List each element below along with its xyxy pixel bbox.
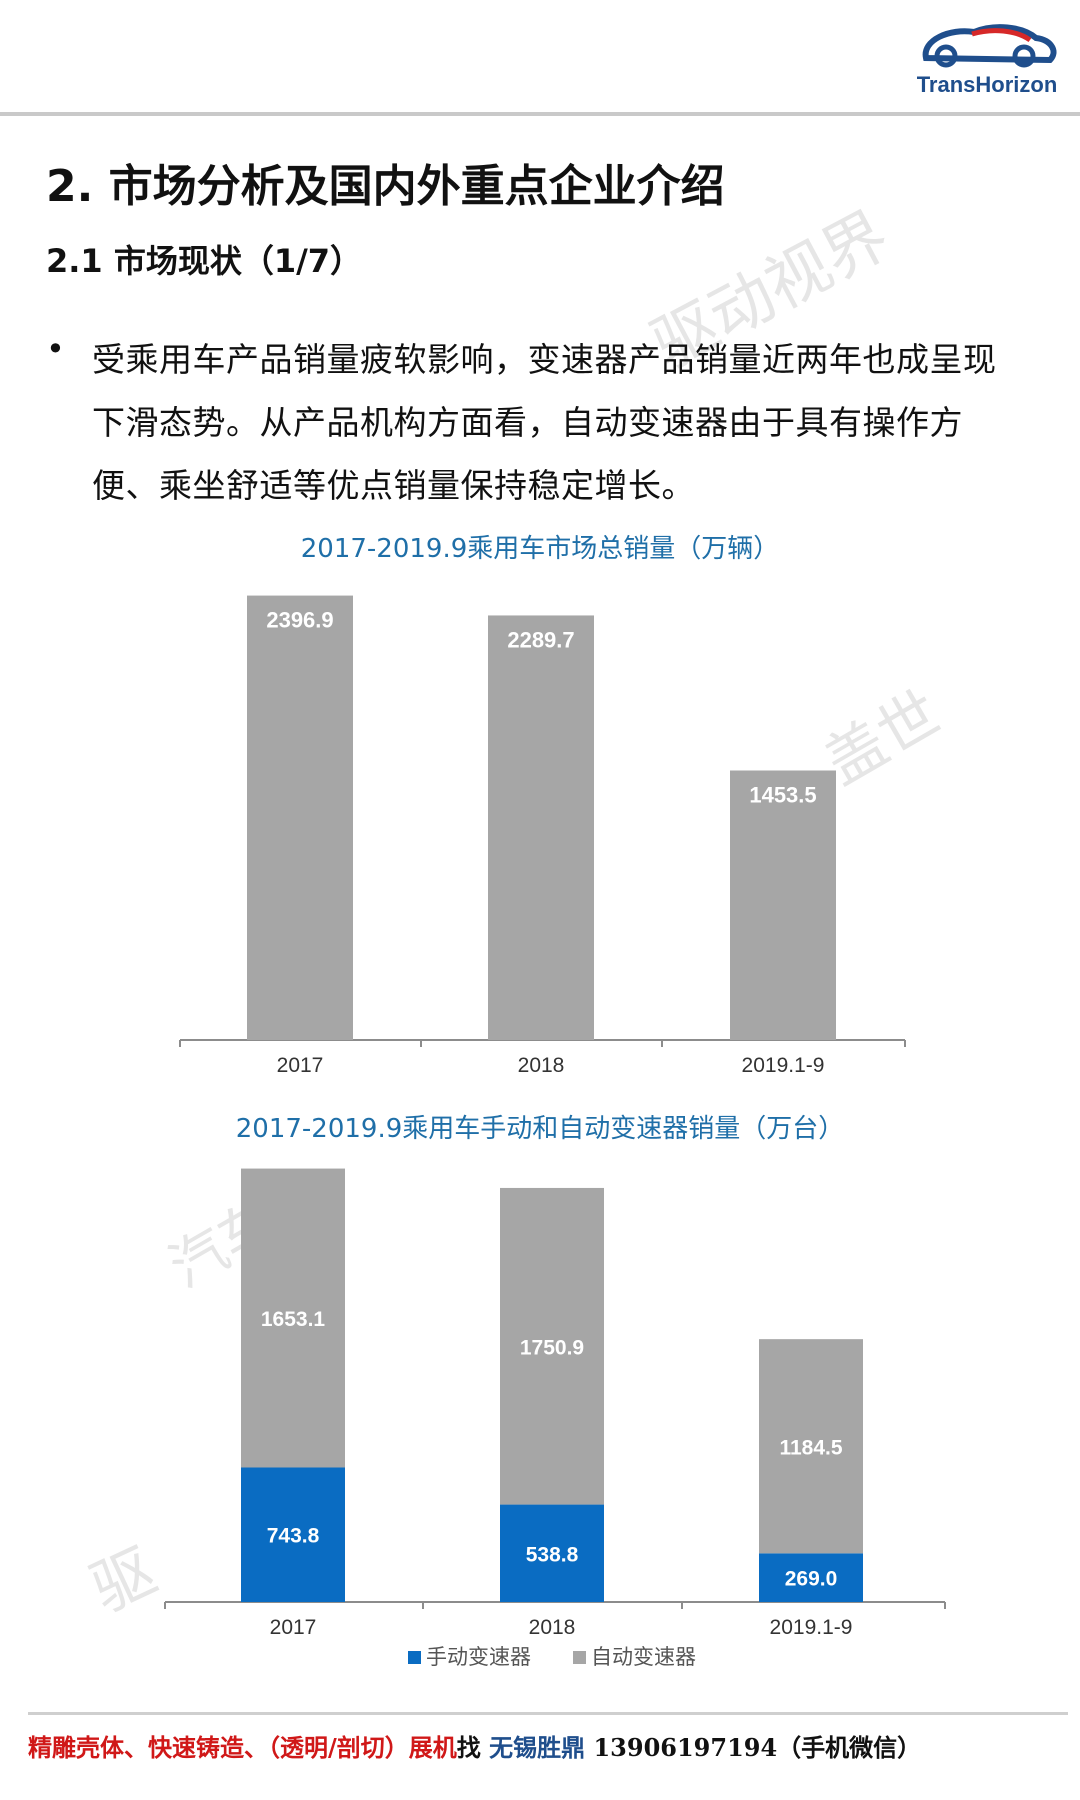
- bullet-marker: •: [46, 330, 65, 368]
- chart2-title: 2017-2019.9乘用车手动和自动变速器销量（万台）: [235, 1114, 845, 1144]
- brand-name: TransHorizon: [916, 72, 1058, 97]
- footer-divider: [28, 1712, 1068, 1715]
- header: TransHorizon: [0, 0, 1080, 116]
- chart2-data-label-auto-2017: 1653.1: [261, 1308, 326, 1331]
- chart2-data-label-manual-2018: 538.8: [526, 1543, 579, 1566]
- chart2-data-label-manual-2017: 743.8: [267, 1525, 320, 1548]
- chart1-total-sales: 2396.9 2017 2289.7 2018 1453.5 2019.1-9: [179, 595, 906, 1077]
- chart2-bar-manual-2019.1-9: [759, 1553, 863, 1602]
- footer-company: 无锡胜鼎: [489, 1733, 586, 1762]
- footer-connector: 找: [456, 1733, 490, 1762]
- chart2-bar-manual-2017: [241, 1467, 345, 1602]
- chart2-legend-label-manual: 手动变速器: [426, 1645, 531, 1669]
- chart2-bar-auto-2017: [241, 1168, 345, 1468]
- footer-services: 精雕壳体、快速铸造、（透明/剖切）展机: [28, 1733, 457, 1762]
- chart2-data-label-auto-2018: 1750.9: [520, 1336, 584, 1359]
- chart1-tick-label-2019.1-9: 2019.1-9: [742, 1054, 825, 1077]
- chart2-legend-swatch-manual: [408, 1651, 421, 1664]
- chart1-tick-label-2018: 2018: [518, 1054, 565, 1077]
- chart2-legend-swatch-auto: [573, 1651, 586, 1664]
- chart2-transmission-sales: 743.8 1653.1 2017 538.8 1750.9 2018 269.0 1184.…: [164, 1168, 946, 1669]
- chart2-bar-auto-2019.1-9: [759, 1339, 863, 1554]
- chart2-data-label-auto-2019.1-9: 1184.5: [779, 1436, 842, 1459]
- chart1-data-label-2018: 2289.7: [507, 627, 574, 652]
- chart1-title: 2017-2019.9乘用车市场总销量（万辆）: [300, 534, 780, 564]
- car-logo-icon: [922, 24, 1057, 68]
- footer-phone: 13906197194（手机微信）: [585, 1733, 922, 1762]
- chart2-tick-label-2019.1-9: 2019.1-9: [770, 1616, 853, 1639]
- chart2-bar-auto-2018: [500, 1187, 604, 1505]
- chart1-bar-2017: [247, 595, 353, 1040]
- chart1-bar-2019.1-9: [730, 770, 836, 1040]
- header-divider: [0, 112, 1080, 116]
- chart2-bar-manual-2018: [500, 1504, 604, 1602]
- chart2-tick-label-2018: 2018: [529, 1616, 576, 1639]
- chart2-legend-label-auto: 自动变速器: [591, 1645, 696, 1669]
- chart1-data-label-2017: 2396.9: [266, 608, 333, 633]
- chart2-data-label-manual-2019.1-9: 269.0: [785, 1568, 838, 1591]
- transhorizon-logo: TransHorizon: [912, 18, 1062, 108]
- page-title: 2. 市场分析及国内外重点企业介绍: [46, 161, 725, 212]
- footer-ad: 精雕壳体、快速铸造、（透明/剖切）展机找 无锡胜鼎 13906197194（手机…: [28, 1728, 1068, 1763]
- section-subtitle: 2.1 市场现状（1/7）: [46, 242, 363, 280]
- chart1-data-label-2019.1-9: 1453.5: [749, 782, 816, 807]
- body-paragraph: 受乘用车产品销量疲软影响，变速器产品销量近两年也成呈现下滑态势。从产品机构方面看…: [92, 340, 997, 505]
- chart2-tick-label-2017: 2017: [270, 1616, 317, 1639]
- chart1-bar-2018: [488, 615, 594, 1040]
- chart1-tick-label-2017: 2017: [277, 1054, 324, 1077]
